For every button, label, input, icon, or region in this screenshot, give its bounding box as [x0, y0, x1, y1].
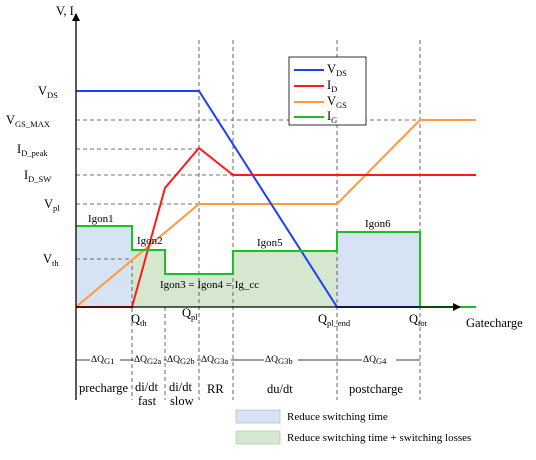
ylabel-vds: VDS — [38, 84, 58, 100]
phase-didt-fast-line2: fast — [138, 394, 157, 408]
phase-rr: RR — [207, 382, 224, 396]
dq-label-g3b: ΔQG3b — [265, 355, 293, 366]
label-igon1: Igon1 — [88, 213, 114, 225]
phase-labels: precharge di/dt fast di/dt slow RR du/dt… — [79, 380, 403, 408]
phase-postcharge: postcharge — [349, 382, 403, 396]
x-axis-label: Gatecharge — [466, 316, 523, 330]
delta-q-row: ΔQG1 ΔQG2a ΔQG2b ΔQG3a ΔQG3b ΔQG4 — [76, 352, 420, 366]
legend-label-id: ID — [327, 78, 337, 94]
xlabel-qplend: Qpl_end — [318, 312, 351, 328]
phase-precharge: precharge — [79, 381, 128, 395]
legend-label-ig: IG — [327, 109, 337, 125]
ylabel-idpeak: ID_peak — [17, 142, 48, 158]
x-mark-labels: Qth Qpl Qpl_end Qtot — [131, 306, 428, 328]
phase-didt-slow-line2: slow — [170, 394, 194, 408]
phase-dudt: du/dt — [267, 382, 293, 396]
phase-didt-slow-line1: di/dt — [169, 380, 192, 394]
dq-label-g2b: ΔQG2b — [167, 355, 195, 366]
legend-label-vgs: VGS — [327, 94, 347, 110]
region-igon6 — [337, 232, 420, 307]
dq-label-g3a: ΔQG3a — [201, 355, 228, 366]
dq-label-g2a: ΔQG2a — [134, 355, 161, 366]
label-igon2: Igon2 — [137, 235, 163, 247]
bottom-legend-swatch-green — [235, 430, 281, 445]
curve-ig — [76, 225, 476, 308]
dq-label-g4: ΔQG4 — [363, 355, 387, 366]
phase-didt-fast-line1: di/dt — [135, 380, 158, 394]
label-igon6: Igon6 — [365, 218, 391, 230]
shaded-regions — [76, 226, 420, 307]
dq-label-g1: ΔQG1 — [91, 355, 114, 366]
xlabel-qth: Qth — [131, 312, 147, 328]
bottom-legend: Reduce switching time Reduce switching t… — [235, 409, 471, 445]
axes — [72, 13, 461, 400]
region-labels: Igon1 Igon2 Igon5 Igon6 Igon3 = Igon4 = … — [88, 213, 391, 291]
label-igon3-4: Igon3 = Igon4 = Ig_cc — [160, 279, 259, 291]
ylabel-vgsmax: VGS_MAX — [6, 113, 50, 129]
xlabel-qtot: Qtot — [409, 312, 428, 328]
legend: VDS ID VGS IG — [288, 56, 367, 126]
label-igon5: Igon5 — [257, 237, 283, 249]
legend-label-vds: VDS — [327, 62, 347, 78]
legend-box — [288, 56, 367, 126]
region-igon2 — [132, 250, 165, 307]
bottom-legend-label-green: Reduce switching time + switching losses — [287, 432, 471, 444]
ylabel-vpl: Vpl — [44, 197, 60, 213]
bottom-legend-label-blue: Reduce switching time — [287, 411, 388, 423]
y-level-labels: VDS VGS_MAX ID_peak ID_SW Vpl Vth — [6, 84, 60, 268]
curve-vgs — [75, 119, 476, 308]
ylabel-idsw: ID_SW — [24, 168, 51, 184]
bottom-legend-swatch-blue — [235, 409, 281, 424]
y-axis-label: V, I — [56, 4, 74, 18]
ylabel-vth: Vth — [43, 252, 59, 268]
region-igon1 — [76, 226, 132, 307]
xlabel-qpl: Qpl — [182, 306, 198, 322]
